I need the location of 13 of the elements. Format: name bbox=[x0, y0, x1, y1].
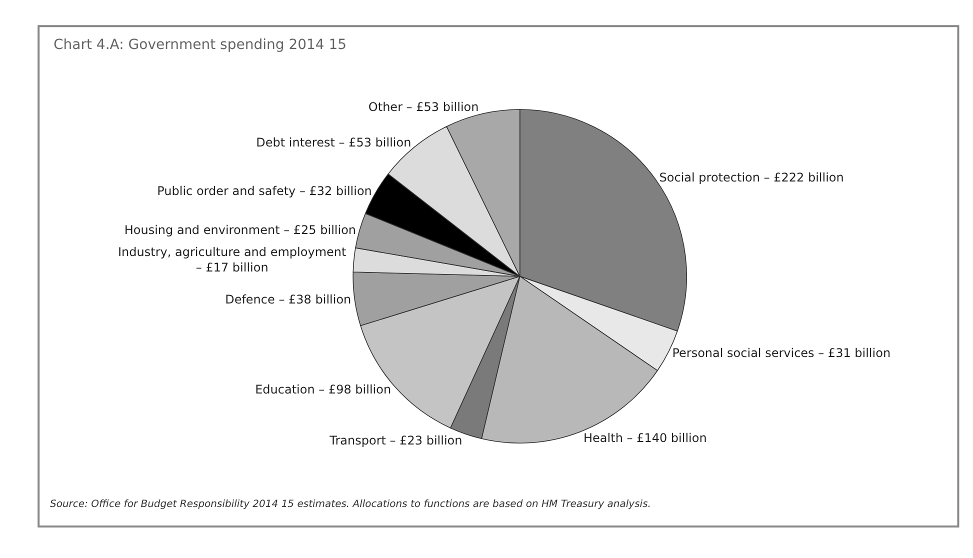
slice-label: Debt interest – £53 billion bbox=[256, 136, 412, 150]
slice-label: Education – £98 billion bbox=[255, 382, 392, 396]
slice-label: Health – £140 billion bbox=[584, 430, 707, 445]
slice-label: Housing and environment – £25 billion bbox=[124, 222, 356, 237]
slice-label: Other – £53 billion bbox=[368, 100, 479, 114]
slice-label: Transport – £23 billion bbox=[328, 433, 462, 448]
slice-label: Personal social services – £31 billion bbox=[672, 346, 891, 360]
source-note: Source: Office for Budget Responsibility 2014 15 estimates. Allocations to functions are based on HM Treasury analysis. bbox=[50, 499, 651, 510]
slice-label: Public order and safety – £32 billion bbox=[157, 184, 372, 198]
chart-title: Chart 4.A: Government spending 2014 15 bbox=[54, 36, 347, 53]
slice-label: Defence – £38 billion bbox=[225, 292, 352, 306]
slice-label: Social protection – £222 billion bbox=[659, 170, 844, 184]
slice-label: Industry, agriculture and employment – £17 billion bbox=[118, 244, 346, 275]
